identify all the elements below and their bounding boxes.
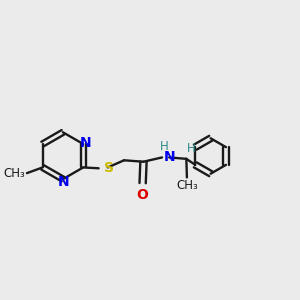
Text: CH₃: CH₃ bbox=[4, 167, 26, 180]
Text: H: H bbox=[187, 142, 196, 154]
Text: S: S bbox=[104, 161, 114, 175]
Text: N: N bbox=[58, 175, 69, 189]
Text: N: N bbox=[80, 136, 92, 150]
Text: O: O bbox=[137, 188, 148, 202]
Text: CH₃: CH₃ bbox=[176, 179, 198, 192]
Text: H: H bbox=[160, 140, 169, 153]
Text: N: N bbox=[164, 150, 176, 164]
